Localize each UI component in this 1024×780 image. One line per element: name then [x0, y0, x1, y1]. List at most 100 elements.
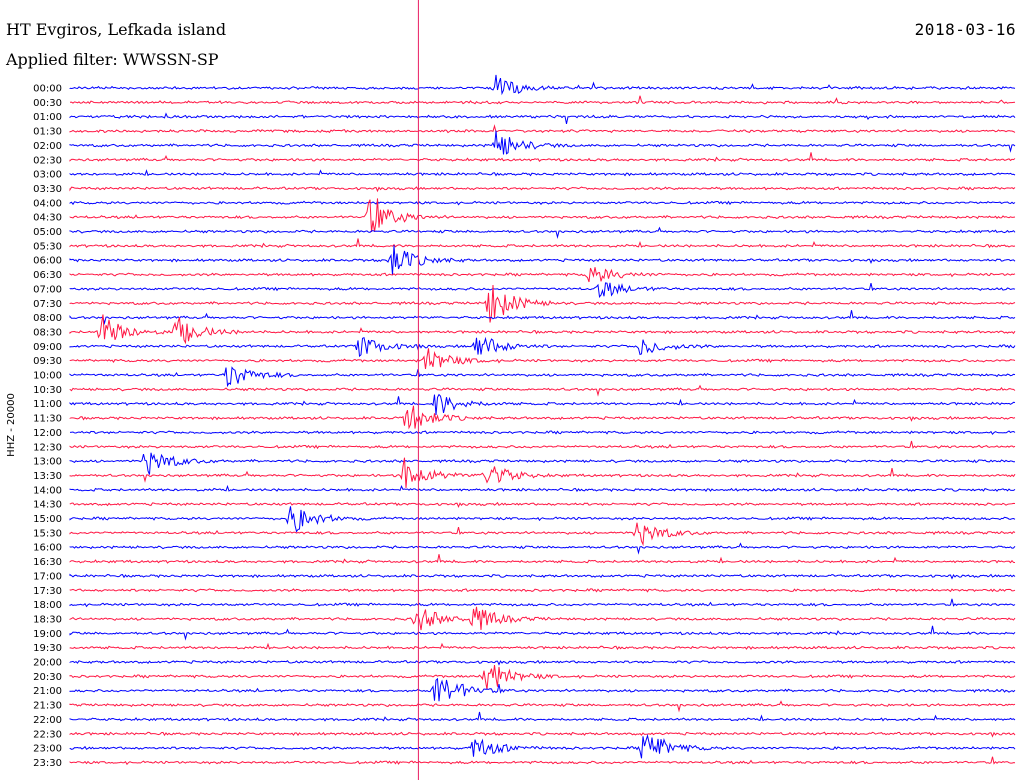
trace-row-0500: [69, 226, 1016, 239]
trace-row-0300: [69, 169, 1016, 177]
trace-row-2030: [69, 664, 1016, 690]
row-label-0230: 02:30: [33, 155, 62, 166]
filter-label: Applied filter: WWSSN-SP: [6, 50, 219, 69]
trace-row-1330: [69, 457, 1016, 489]
row-label-0330: 03:30: [33, 184, 62, 195]
row-label-1500: 15:00: [33, 514, 62, 525]
trace-row-2000: [69, 659, 1016, 666]
trace-row-0130: [69, 124, 1016, 134]
row-label-group: 00:00 00:30 01:00 01:30 02:00 02:30 03:00 03:30…: [33, 84, 62, 769]
trace-row-1400: [69, 484, 1016, 493]
row-label-2200: 22:00: [33, 715, 62, 726]
row-label-1930: 19:30: [33, 643, 62, 654]
trace-row-1700: [69, 573, 1016, 580]
row-label-1900: 19:00: [33, 629, 62, 640]
channel-label: HHZ - 20000: [6, 393, 17, 457]
trace-row-1030: [69, 384, 1016, 397]
date-label: 2018-03-16: [914, 20, 1016, 39]
row-label-0700: 07:00: [33, 284, 62, 295]
row-label-1130: 11:30: [33, 414, 62, 425]
trace-row-1600: [69, 542, 1016, 555]
row-label-2300: 23:00: [33, 744, 62, 755]
row-label-2100: 21:00: [33, 686, 62, 697]
row-label-1600: 16:00: [33, 543, 62, 554]
trace-row-2200: [69, 711, 1016, 722]
row-label-0100: 01:00: [33, 112, 62, 123]
row-label-1030: 10:30: [33, 385, 62, 396]
row-label-1630: 16:30: [33, 557, 62, 568]
row-label-0130: 01:30: [33, 127, 62, 138]
row-label-2330: 23:30: [33, 758, 62, 769]
trace-row-1900: [69, 625, 1016, 641]
trace-row-0100: [69, 112, 1016, 125]
trace-row-0030: [69, 95, 1016, 105]
trace-row-0530: [69, 238, 1016, 249]
trace-group: [69, 74, 1016, 766]
row-label-0830: 08:30: [33, 327, 62, 338]
trace-row-0800: [69, 310, 1016, 326]
row-label-0730: 07:30: [33, 299, 62, 310]
trace-row-0730: [69, 284, 1016, 323]
row-label-0300: 03:00: [33, 170, 62, 181]
trace-row-0430: [69, 198, 1016, 233]
row-label-0000: 00:00: [33, 84, 62, 95]
trace-row-0900: [69, 336, 1016, 358]
station-title: HT Evgiros, Lefkada island: [6, 20, 227, 39]
trace-row-1830: [69, 606, 1016, 631]
trace-row-1100: [69, 393, 1016, 416]
trace-row-1730: [69, 588, 1016, 593]
trace-row-1500: [69, 506, 1016, 533]
row-label-1830: 18:30: [33, 614, 62, 625]
trace-row-1630: [69, 554, 1016, 564]
row-label-0030: 00:30: [33, 98, 62, 109]
row-label-1400: 14:00: [33, 485, 62, 496]
trace-row-1200: [69, 430, 1016, 436]
row-label-1300: 13:00: [33, 457, 62, 468]
row-label-2030: 20:30: [33, 672, 62, 683]
trace-row-0600: [69, 245, 1016, 276]
row-label-1700: 17:00: [33, 571, 62, 582]
trace-row-0330: [69, 186, 1016, 193]
row-label-1800: 18:00: [33, 600, 62, 611]
trace-row-1430: [69, 501, 1016, 508]
trace-row-0400: [69, 200, 1016, 206]
trace-row-1300: [69, 452, 1016, 475]
row-label-2230: 22:30: [33, 729, 62, 740]
trace-row-1530: [69, 522, 1016, 547]
row-label-0630: 06:30: [33, 270, 62, 281]
row-label-1230: 12:30: [33, 442, 62, 453]
trace-row-0630: [69, 267, 1016, 283]
row-label-0600: 06:00: [33, 256, 62, 267]
trace-row-0930: [69, 348, 1016, 369]
row-label-1200: 12:00: [33, 428, 62, 439]
trace-row-2300: [69, 733, 1016, 759]
trace-row-2130: [69, 700, 1016, 713]
row-label-1730: 17:30: [33, 586, 62, 597]
trace-row-0000: [69, 74, 1016, 96]
row-label-0530: 05:30: [33, 241, 62, 252]
trace-row-1130: [69, 405, 1016, 430]
trace-row-2100: [69, 677, 1016, 702]
trace-row-1800: [69, 598, 1016, 608]
trace-row-2230: [69, 731, 1016, 738]
trace-row-1930: [69, 642, 1016, 651]
row-label-1330: 13:30: [33, 471, 62, 482]
row-label-0800: 08:00: [33, 313, 62, 324]
trace-row-0700: [69, 282, 1016, 299]
row-label-1000: 10:00: [33, 371, 62, 382]
trace-row-0830: [69, 314, 1016, 345]
trace-row-1230: [69, 440, 1016, 450]
row-label-0200: 02:00: [33, 141, 62, 152]
row-label-0930: 09:30: [33, 356, 62, 367]
row-label-0500: 05:00: [33, 227, 62, 238]
trace-row-2330: [69, 756, 1016, 766]
trace-row-0200: [69, 130, 1016, 155]
trace-row-0230: [69, 152, 1016, 162]
row-label-0400: 04:00: [33, 198, 62, 209]
row-label-0900: 09:00: [33, 342, 62, 353]
row-label-0430: 04:30: [33, 213, 62, 224]
trace-row-1000: [69, 366, 1016, 388]
row-label-2130: 21:30: [33, 701, 62, 712]
row-label-1530: 15:30: [33, 528, 62, 539]
